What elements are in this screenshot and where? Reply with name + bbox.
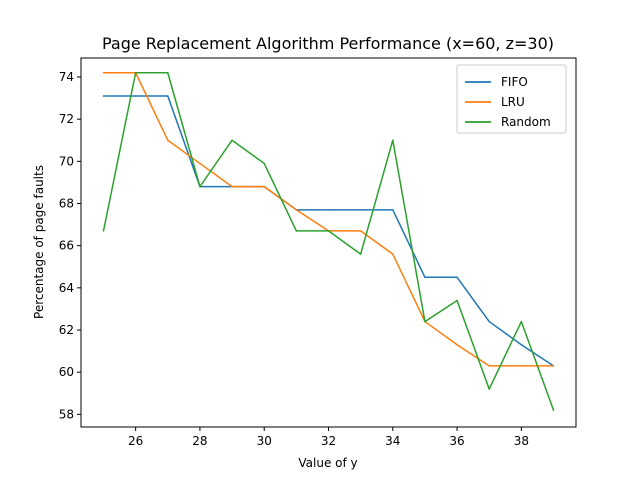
- data-point-random: [263, 162, 265, 165]
- legend: FIFO LRU Random: [456, 64, 567, 134]
- x-tick-label: 34: [385, 434, 400, 448]
- data-point-fifo: [327, 209, 330, 211]
- data-point-fifo: [134, 95, 137, 97]
- data-point-fifo: [167, 95, 169, 97]
- data-point-random: [231, 139, 233, 141]
- y-tick-label: 60: [59, 365, 74, 379]
- data-point-fifo: [488, 320, 490, 323]
- legend-label-lru: LRU: [501, 95, 525, 109]
- data-point-lru: [359, 230, 362, 232]
- y-tick-label: 66: [59, 239, 74, 253]
- data-point-random: [199, 185, 201, 188]
- x-tick-label: 30: [257, 434, 272, 448]
- data-point-fifo: [102, 95, 105, 97]
- y-axis-label: Percentage of page faults: [32, 165, 46, 319]
- plot-frame: [80, 57, 577, 428]
- data-point-random: [359, 253, 362, 255]
- data-point-lru: [520, 365, 523, 367]
- x-axis-label: Value of y: [298, 456, 357, 470]
- data-point-random: [488, 388, 490, 390]
- x-axis-ticks: 26 28 30 32 34 36 38: [128, 427, 529, 448]
- legend-label-random: Random: [501, 115, 551, 129]
- data-point-lru: [552, 365, 555, 367]
- data-point-lru: [102, 72, 105, 74]
- data-point-fifo: [456, 276, 458, 279]
- data-point-random: [327, 230, 330, 232]
- data-point-random: [134, 72, 137, 74]
- x-tick-label: 36: [449, 434, 464, 448]
- y-tick-label: 70: [59, 154, 74, 168]
- data-point-fifo: [359, 209, 362, 211]
- y-tick-label: 62: [59, 323, 74, 337]
- data-point-random: [520, 320, 523, 323]
- data-point-random: [167, 72, 169, 74]
- data-point-fifo: [520, 344, 523, 346]
- x-tick-label: 26: [128, 434, 143, 448]
- data-point-lru: [263, 185, 265, 188]
- y-tick-label: 64: [59, 281, 74, 295]
- y-tick-label: 72: [59, 112, 74, 126]
- y-tick-label: 74: [59, 70, 74, 84]
- data-point-lru: [295, 209, 298, 211]
- data-point-lru: [456, 344, 458, 346]
- chart-title: Page Replacement Algorithm Performance (…: [102, 34, 554, 53]
- data-point-fifo: [424, 276, 426, 279]
- legend-label-fifo: FIFO: [501, 75, 528, 89]
- data-point-random: [102, 230, 105, 232]
- data-point-lru: [199, 162, 201, 165]
- y-tick-label: 58: [59, 407, 74, 421]
- data-point-random: [424, 320, 426, 323]
- y-tick-label: 68: [59, 196, 74, 210]
- plot-series: [102, 72, 555, 411]
- x-tick-label: 38: [514, 434, 529, 448]
- data-point-random: [295, 230, 298, 232]
- data-point-random: [456, 299, 458, 302]
- data-point-fifo: [392, 209, 394, 211]
- data-point-random: [552, 409, 555, 411]
- data-point-lru: [392, 253, 394, 255]
- data-point-random: [392, 139, 394, 141]
- x-tick-label: 28: [192, 434, 207, 448]
- data-point-lru: [167, 139, 169, 141]
- x-tick-label: 32: [321, 434, 336, 448]
- data-point-lru: [488, 365, 490, 367]
- data-point-lru: [231, 185, 233, 188]
- y-axis-ticks: 58 60 62 64 66 68 70 72 74: [59, 70, 81, 421]
